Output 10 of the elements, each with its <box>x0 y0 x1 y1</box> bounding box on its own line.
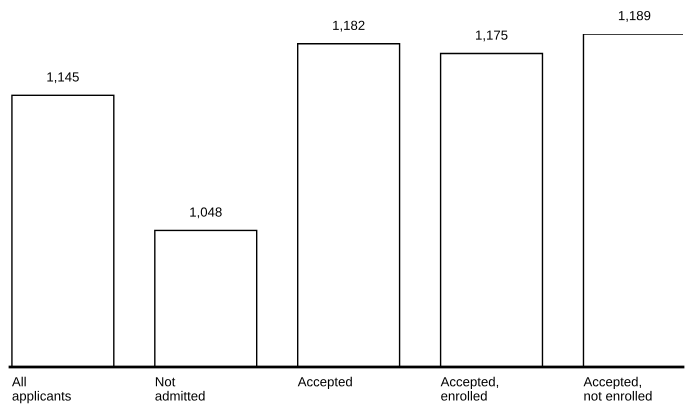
data-label: 1,048 <box>190 207 222 218</box>
x-tick-label: Accepted <box>298 376 352 390</box>
x-tick-label: Accepted, not enrolled <box>584 376 652 401</box>
data-label: 1,145 <box>47 72 79 84</box>
data-label: 1,175 <box>476 30 508 42</box>
data-label: 1,189 <box>618 10 650 22</box>
x-tick-label: All applicants <box>12 376 71 404</box>
x-tick-label: Accepted, enrolled <box>440 376 498 401</box>
x-tick-label: Not admitted <box>155 377 205 401</box>
data-label: 1,182 <box>333 20 364 32</box>
